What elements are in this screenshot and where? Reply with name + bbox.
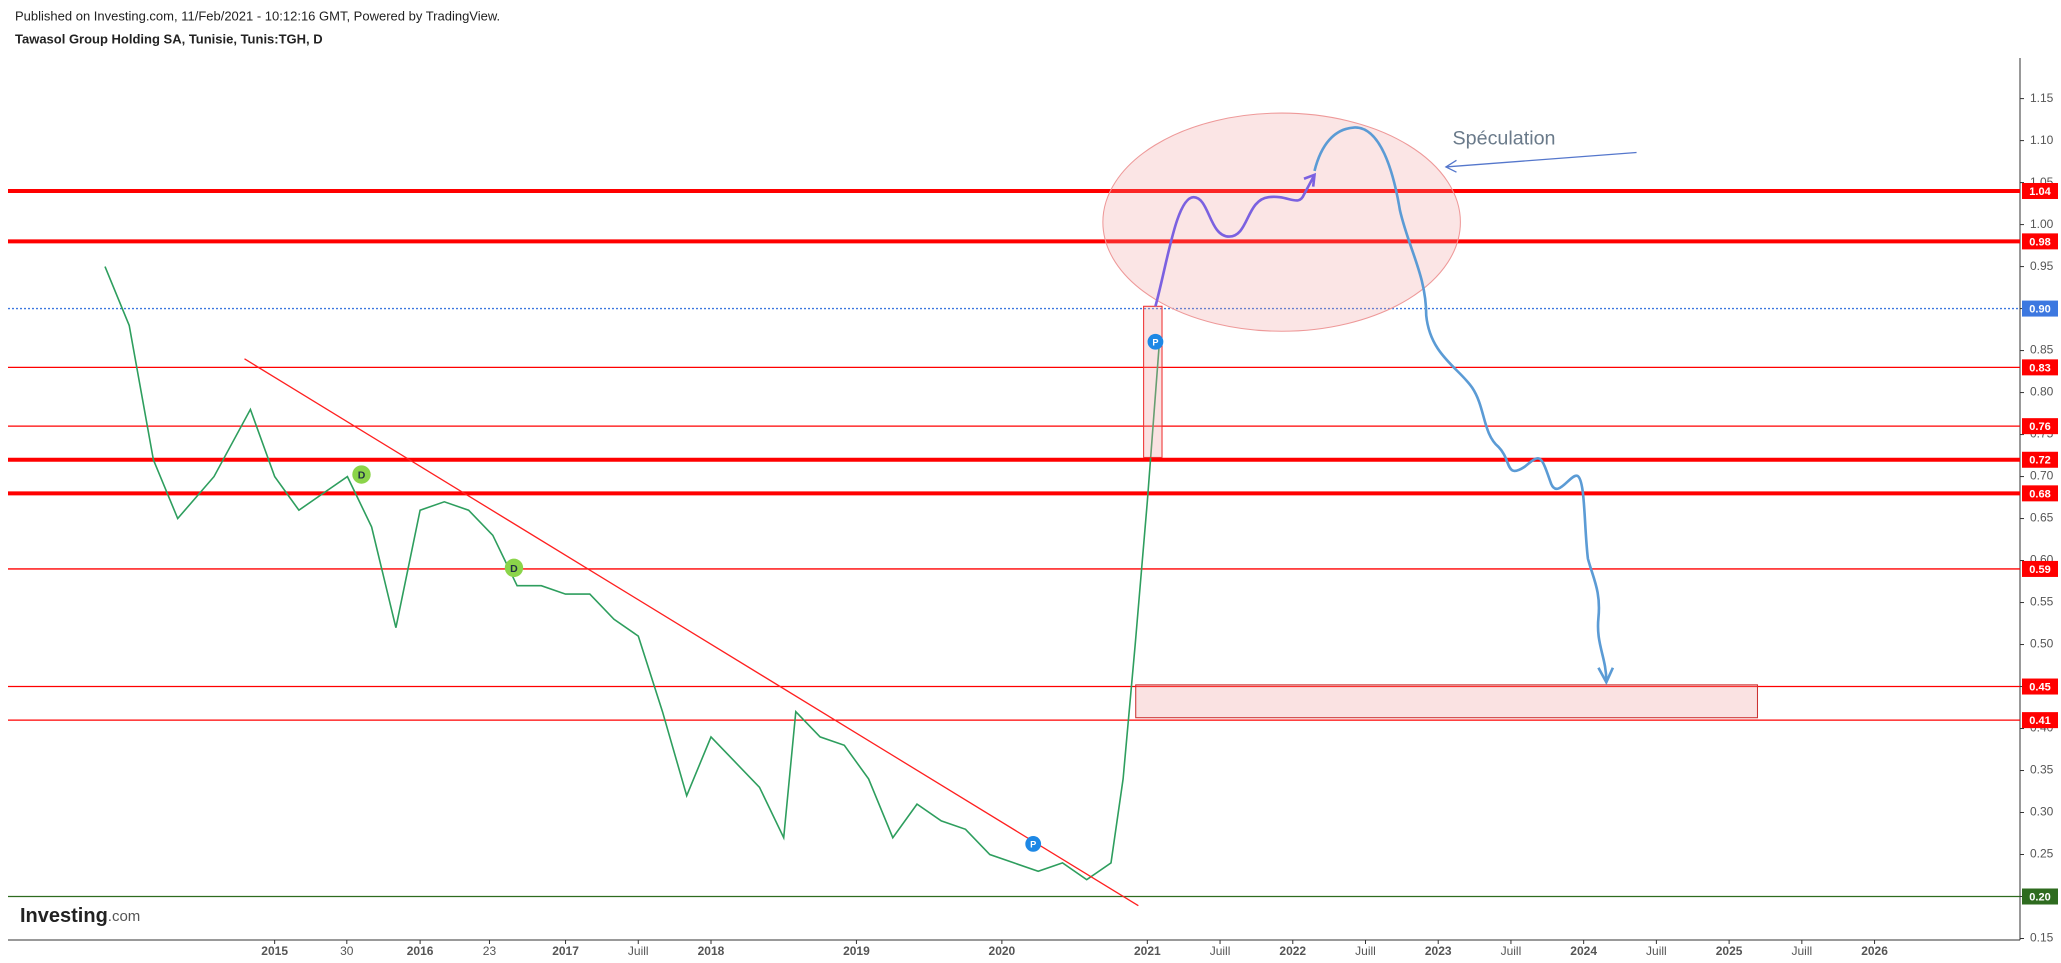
x-tick-label: Juill	[1646, 944, 1667, 958]
x-tick-label: Juill	[1210, 944, 1231, 958]
dividend-marker	[352, 465, 371, 484]
level-label-box	[2022, 359, 2058, 376]
y-tick-label: 1.00	[2030, 217, 2054, 231]
chart-title: Tawasol Group Holding SA, Tunisie, Tunis…	[15, 31, 323, 46]
x-tick-label: Juill	[1791, 944, 1812, 958]
pivot-marker	[1147, 333, 1164, 350]
level-label: 0.76	[2029, 421, 2050, 433]
level-label: 0.20	[2029, 891, 2050, 903]
level-label: 1.04	[2029, 186, 2051, 198]
level-label-box	[2022, 300, 2058, 317]
y-tick-label: 0.55	[2030, 595, 2054, 609]
level-label: 0.41	[2029, 715, 2050, 727]
arrow-head	[1597, 667, 1615, 686]
series	[104, 266, 1161, 881]
x-tick-label: 2015	[261, 944, 288, 958]
level-label-box	[2022, 485, 2058, 502]
x-tick-label: 30	[340, 944, 354, 958]
x-tick-label: 2021	[1134, 944, 1161, 958]
logo-text: Investing	[20, 905, 108, 927]
level-label: 0.45	[2029, 681, 2050, 693]
marker-label: D	[358, 470, 366, 482]
x-tick-label: 2023	[1425, 944, 1452, 958]
y-tick-label: 0.50	[2030, 637, 2054, 651]
level-label-box	[2022, 678, 2058, 695]
level-label-box	[2022, 712, 2058, 729]
dividend-marker	[504, 558, 524, 578]
y-tick-label: 0.35	[2030, 763, 2054, 777]
y-tick-label: 1.15	[2030, 91, 2054, 105]
x-tick-label: 2022	[1279, 944, 1306, 958]
level-label-box	[2022, 888, 2058, 905]
level-label-box	[2022, 418, 2058, 435]
annotation: Spéculation	[1453, 128, 1556, 150]
y-tick-label: 1.10	[2030, 133, 2054, 147]
x-tick-label: 2016	[407, 944, 434, 958]
x-tick-label: Juill	[628, 944, 649, 958]
trend-line	[244, 358, 1139, 907]
marker-label: D	[510, 563, 518, 575]
levels	[8, 188, 2020, 898]
level-label: 0.68	[2029, 488, 2050, 500]
level-label-box	[2022, 233, 2058, 250]
y-tick-label: 0.15	[2030, 931, 2054, 945]
arrow-head	[1444, 159, 1457, 173]
y-tick-label: 0.30	[2030, 805, 2054, 819]
level-label-box	[2022, 182, 2058, 199]
y-tick-label: 0.85	[2030, 343, 2054, 357]
y-tick-label: 0.80	[2030, 385, 2054, 399]
pointer-arrow	[1445, 151, 1637, 168]
x-tick-label: 2020	[989, 944, 1016, 958]
published-note: Published on Investing.com, 11/Feb/2021 …	[15, 8, 500, 23]
y-tick-label: 0.70	[2030, 469, 2054, 483]
axes: 1.151.101.051.000.950.900.850.800.750.70…	[261, 91, 2058, 958]
bullish-path	[1154, 174, 1316, 307]
logo: Investing.com	[20, 905, 140, 927]
x-tick-label: 23	[483, 944, 497, 958]
marker-label: P	[1152, 338, 1158, 348]
arrow-head	[1303, 172, 1317, 187]
level-label-box	[2022, 451, 2058, 468]
price-line	[104, 266, 1161, 881]
y-tick-label: 0.65	[2030, 511, 2054, 525]
x-tick-label: Juill	[1501, 944, 1522, 958]
drawings: Spéculation D D P P	[244, 112, 1759, 907]
x-tick-label: Juill	[1355, 944, 1376, 958]
pivot-marker	[1025, 836, 1042, 852]
x-tick-label: 2025	[1716, 944, 1743, 958]
y-tick-label: 0.95	[2030, 259, 2054, 273]
logo-suffix: .com	[108, 908, 141, 925]
bearish-path	[1313, 126, 1608, 681]
level-label: 0.59	[2029, 564, 2050, 576]
x-tick-label: 2017	[552, 944, 579, 958]
level-label-box	[2022, 560, 2058, 577]
spike-box	[1143, 305, 1163, 458]
target-zone	[1135, 684, 1759, 719]
level-label: 0.72	[2029, 455, 2050, 467]
x-tick-label: 2024	[1570, 944, 1597, 958]
marker-label: P	[1030, 840, 1036, 850]
x-tick-label: 2019	[843, 944, 870, 958]
x-tick-label: 2018	[698, 944, 725, 958]
level-label: 0.98	[2029, 236, 2050, 248]
x-tick-label: 2026	[1861, 944, 1888, 958]
y-tick-label: 0.25	[2030, 847, 2054, 861]
speculation-zone	[1102, 112, 1461, 332]
level-label: 0.90	[2029, 303, 2050, 315]
level-label: 0.83	[2029, 362, 2050, 374]
